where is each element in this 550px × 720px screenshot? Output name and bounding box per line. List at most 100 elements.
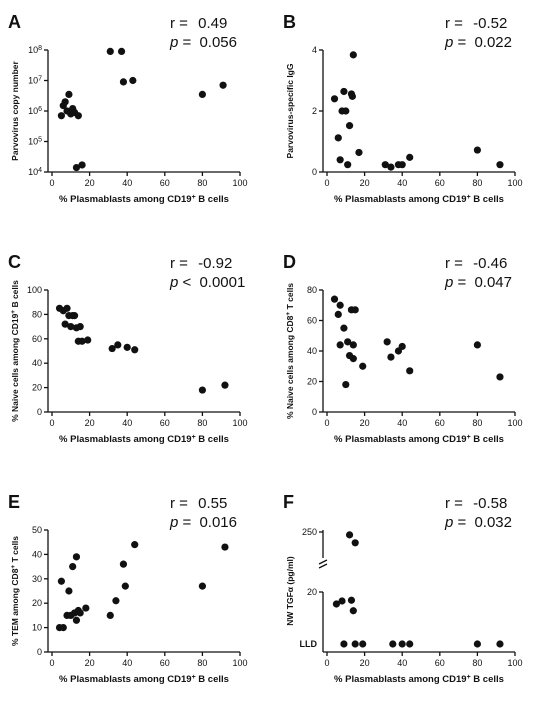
- x-tick-label: 0: [49, 658, 54, 668]
- x-axis-label: % Plasmablasts among CD19+ B cells: [59, 434, 229, 446]
- x-tick-label: 80: [197, 658, 207, 668]
- data-point: [82, 604, 90, 612]
- data-point: [398, 161, 406, 169]
- y-tick-label: 105: [28, 136, 42, 147]
- x-tick-label: 100: [232, 178, 247, 188]
- x-tick-label: 60: [160, 418, 170, 428]
- data-point: [131, 541, 139, 549]
- x-tick-label: 40: [397, 658, 407, 668]
- panel-letter: B: [283, 12, 296, 32]
- data-point: [496, 373, 504, 381]
- data-point: [119, 78, 128, 86]
- p-stat: p = 0.047: [444, 274, 512, 291]
- y-tick-label: 0: [312, 407, 317, 417]
- x-tick-label: 40: [122, 178, 132, 188]
- data-point: [389, 640, 397, 648]
- data-point: [334, 310, 342, 318]
- data-point: [221, 543, 229, 551]
- axis-break-mark: [318, 559, 328, 569]
- data-point: [59, 624, 67, 632]
- panel-letter: E: [8, 492, 20, 512]
- y-tick-label: 2: [312, 106, 317, 116]
- data-point: [336, 301, 344, 309]
- x-tick-label: 60: [435, 178, 445, 188]
- data-point: [338, 597, 346, 605]
- data-point: [344, 338, 352, 346]
- x-tick-label: 20: [85, 178, 95, 188]
- data-point: [61, 320, 69, 328]
- data-point: [349, 355, 357, 363]
- data-point: [108, 344, 116, 353]
- data-point: [129, 76, 137, 85]
- data-point: [359, 362, 367, 370]
- x-tick-label: 40: [122, 658, 132, 668]
- data-point: [334, 134, 342, 142]
- r-stat: r = 0.55: [170, 495, 227, 512]
- y-tick-label: 40: [32, 549, 42, 559]
- x-tick-label: 0: [49, 418, 54, 428]
- data-point: [57, 577, 65, 585]
- data-point: [332, 600, 340, 608]
- x-tick-label: 0: [324, 658, 329, 668]
- data-point: [349, 341, 357, 349]
- data-point: [347, 596, 356, 604]
- y-tick-label: 80: [307, 285, 317, 295]
- x-axis-label: % Plasmablasts among CD19+ B cells: [334, 434, 504, 446]
- x-tick-label: 100: [507, 178, 522, 188]
- y-axis-label: Parvovirus copy number: [10, 60, 20, 160]
- data-point: [381, 161, 389, 169]
- data-point: [117, 47, 126, 55]
- y-tick-label: 0: [37, 647, 42, 657]
- x-tick-label: 20: [360, 658, 370, 668]
- p-stat: p = 0.022: [444, 34, 512, 51]
- data-point: [65, 587, 73, 595]
- y-tick-label: 80: [32, 309, 42, 319]
- x-tick-label: 20: [360, 178, 370, 188]
- y-tick-label: 250: [302, 527, 317, 537]
- x-axis-label: % Plasmablasts among CD19+ B cells: [59, 674, 229, 686]
- y-tick-label: 30: [32, 574, 42, 584]
- x-tick-label: 80: [197, 418, 207, 428]
- data-point: [340, 324, 348, 332]
- x-tick-label: 100: [232, 658, 247, 668]
- data-point: [106, 611, 114, 619]
- x-tick-label: 80: [472, 418, 482, 428]
- data-point: [406, 367, 414, 375]
- data-point: [198, 386, 206, 394]
- r-stat: r = -0.46: [445, 255, 507, 272]
- p-stat: p = 0.032: [444, 514, 512, 531]
- data-point: [123, 343, 131, 351]
- data-point: [336, 341, 344, 349]
- x-tick-label: 60: [160, 658, 170, 668]
- data-point: [76, 323, 84, 331]
- data-point: [65, 90, 73, 99]
- data-point: [330, 95, 339, 103]
- x-tick-label: 0: [324, 418, 329, 428]
- data-point: [74, 112, 82, 120]
- x-tick-label: 40: [397, 418, 407, 428]
- y-tick-label: 104: [28, 167, 42, 178]
- data-point: [473, 146, 481, 154]
- panel-letter: A: [8, 12, 21, 32]
- data-point: [355, 148, 363, 157]
- x-tick-label: 0: [324, 178, 329, 188]
- data-point: [340, 87, 348, 96]
- data-point: [344, 161, 352, 169]
- data-point: [349, 607, 357, 615]
- y-axis-label: % Naive cells among CD8+ T cells: [285, 283, 296, 419]
- data-point: [67, 323, 75, 331]
- data-point: [351, 306, 359, 314]
- panel-letter: D: [283, 252, 296, 272]
- data-point: [69, 563, 77, 571]
- data-point: [84, 336, 92, 344]
